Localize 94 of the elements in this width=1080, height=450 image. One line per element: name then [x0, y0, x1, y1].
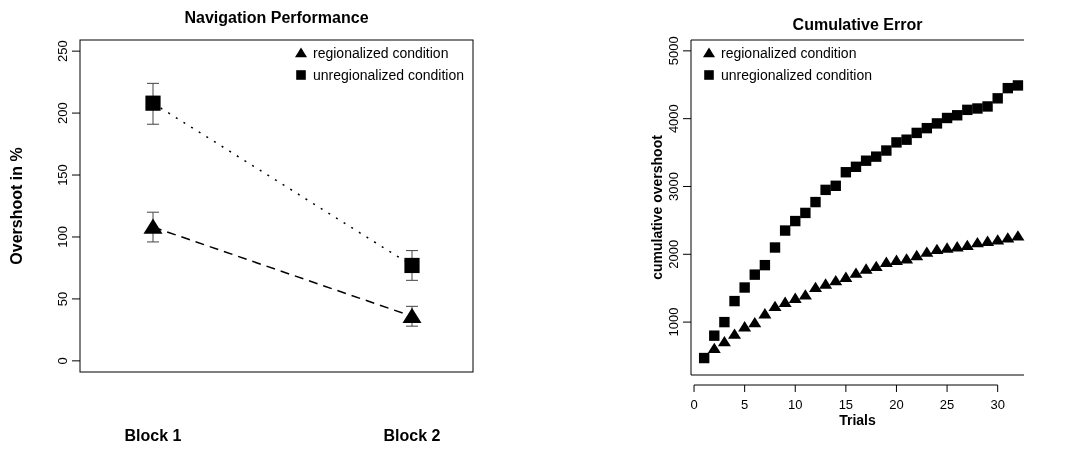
x-tick-label: 0 [690, 397, 698, 412]
point [778, 296, 792, 307]
x-tick-label: 5 [741, 397, 749, 412]
point [758, 308, 772, 319]
y-tick-label: 2000 [666, 239, 681, 269]
point [809, 281, 822, 293]
point [1001, 232, 1015, 243]
y-tick-label: 0 [55, 357, 70, 365]
point [769, 242, 781, 253]
x-tick-label: 30 [990, 397, 1005, 412]
x-tick-label: 25 [939, 397, 955, 412]
y-tick-label: 1000 [666, 307, 681, 337]
y-tick-label: 5000 [666, 36, 681, 66]
point [709, 330, 720, 341]
legend-label: regionalized condition [313, 45, 449, 61]
point [820, 184, 831, 196]
point [779, 225, 791, 236]
x-tick-label: Block 1 [124, 427, 182, 444]
point [768, 300, 782, 312]
point [719, 316, 730, 328]
y-axis-title: Overshoot in % [8, 147, 25, 265]
point [698, 352, 710, 364]
point [982, 101, 993, 112]
point [881, 145, 892, 156]
point [900, 253, 914, 264]
y-tick-label: 150 [55, 164, 70, 186]
point [931, 118, 943, 129]
chart-title: Cumulative Error [792, 16, 923, 33]
point [830, 180, 841, 191]
chart-title: Navigation Performance [184, 9, 369, 26]
point [871, 151, 882, 162]
x-tick-label: 15 [838, 397, 854, 412]
point [790, 215, 801, 227]
legend-label: unregionalized condition [313, 67, 464, 83]
point [849, 267, 863, 278]
point [860, 155, 872, 166]
point [810, 196, 821, 208]
point [748, 316, 762, 328]
point [840, 167, 852, 178]
point [950, 240, 964, 252]
point [911, 127, 922, 139]
y-tick-label: 250 [55, 40, 70, 62]
point [749, 269, 760, 280]
point [717, 335, 731, 347]
point [800, 207, 811, 219]
point [728, 328, 742, 339]
legend-label: regionalized condition [721, 45, 857, 61]
point [788, 292, 802, 303]
y-tick-label: 100 [55, 226, 70, 248]
point [921, 122, 933, 134]
point [879, 256, 893, 267]
point [972, 103, 983, 114]
point [1011, 230, 1025, 241]
point [839, 271, 853, 282]
point [729, 295, 740, 307]
point [930, 243, 944, 255]
point [992, 93, 1003, 104]
x-tick-label: 10 [788, 397, 803, 412]
point [798, 289, 812, 300]
point [910, 249, 924, 261]
x-tick-label: Block 2 [383, 427, 441, 444]
point [920, 246, 934, 257]
point [970, 236, 984, 248]
point [889, 254, 903, 265]
x-axis-title: Trials [839, 412, 876, 428]
point [952, 110, 963, 121]
point [991, 234, 1005, 245]
point [962, 104, 973, 116]
point [1012, 80, 1024, 91]
point [145, 95, 161, 111]
y-tick-label: 4000 [666, 104, 681, 134]
point [850, 161, 862, 173]
point [940, 242, 954, 253]
y-axis-title: cumulative overshoot [649, 134, 665, 280]
y-tick-label: 50 [55, 291, 70, 307]
point [819, 278, 833, 289]
point [901, 134, 912, 145]
point [941, 112, 953, 124]
point [960, 239, 974, 251]
point [759, 259, 771, 271]
x-tick-label: 20 [889, 397, 904, 412]
point [859, 263, 873, 274]
point [829, 274, 843, 286]
point [891, 137, 902, 148]
point [404, 257, 420, 274]
legend-label: unregionalized condition [721, 67, 872, 83]
y-tick-label: 200 [55, 102, 70, 124]
y-tick-label: 3000 [666, 172, 681, 201]
point [738, 321, 752, 332]
point [707, 342, 721, 354]
point [1002, 82, 1014, 94]
point [869, 260, 883, 272]
point [739, 282, 750, 293]
point [981, 235, 995, 246]
